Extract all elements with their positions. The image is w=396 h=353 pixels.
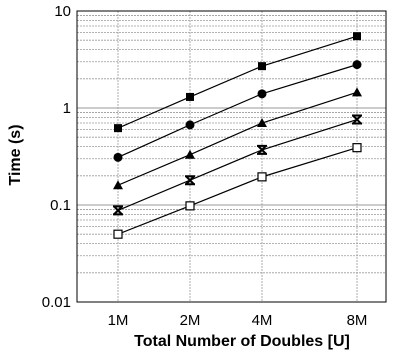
grid [77, 11, 386, 303]
data-point [114, 124, 122, 133]
data-point [353, 32, 361, 41]
series-line [117, 147, 358, 235]
x-axis-title: Total Number of Doubles [U] [134, 333, 350, 350]
data-point [186, 92, 194, 101]
data-point [113, 180, 123, 190]
data-point [113, 152, 123, 162]
plot-frame [76, 10, 387, 303]
data-point [185, 201, 195, 211]
data-point [113, 205, 123, 216]
x-tick-labels: 1M 2M 4M 8M [108, 312, 368, 329]
y-tick-label: 1 [63, 100, 71, 117]
y-tick-label: 0.01 [42, 294, 71, 311]
x-tick-label: 8M [347, 312, 368, 329]
y-axis-title: Time (s) [7, 124, 24, 185]
series-lines [117, 35, 358, 235]
y-tick-label: 10 [54, 3, 71, 20]
data-point [352, 143, 362, 153]
x-tick-label: 2M [180, 312, 201, 329]
x-tick-label: 4M [252, 312, 273, 329]
series-line [117, 35, 358, 129]
data-point [352, 114, 362, 125]
x-tick-label: 1M [108, 312, 129, 329]
series-markers [113, 32, 362, 239]
data-point [185, 120, 195, 130]
data-point [257, 118, 267, 128]
data-point [185, 175, 195, 186]
data-point [257, 89, 267, 99]
data-point [257, 144, 267, 155]
data-point [113, 229, 123, 239]
data-point [352, 87, 362, 97]
y-tick-labels: 10 1 0.1 0.01 [42, 3, 71, 311]
y-tick-label: 0.1 [50, 197, 71, 214]
series-line [117, 118, 358, 211]
data-point [257, 172, 267, 182]
data-point [352, 60, 362, 70]
series-line [117, 64, 358, 158]
series-line [117, 91, 358, 186]
data-point [258, 62, 266, 71]
data-point [185, 149, 195, 159]
